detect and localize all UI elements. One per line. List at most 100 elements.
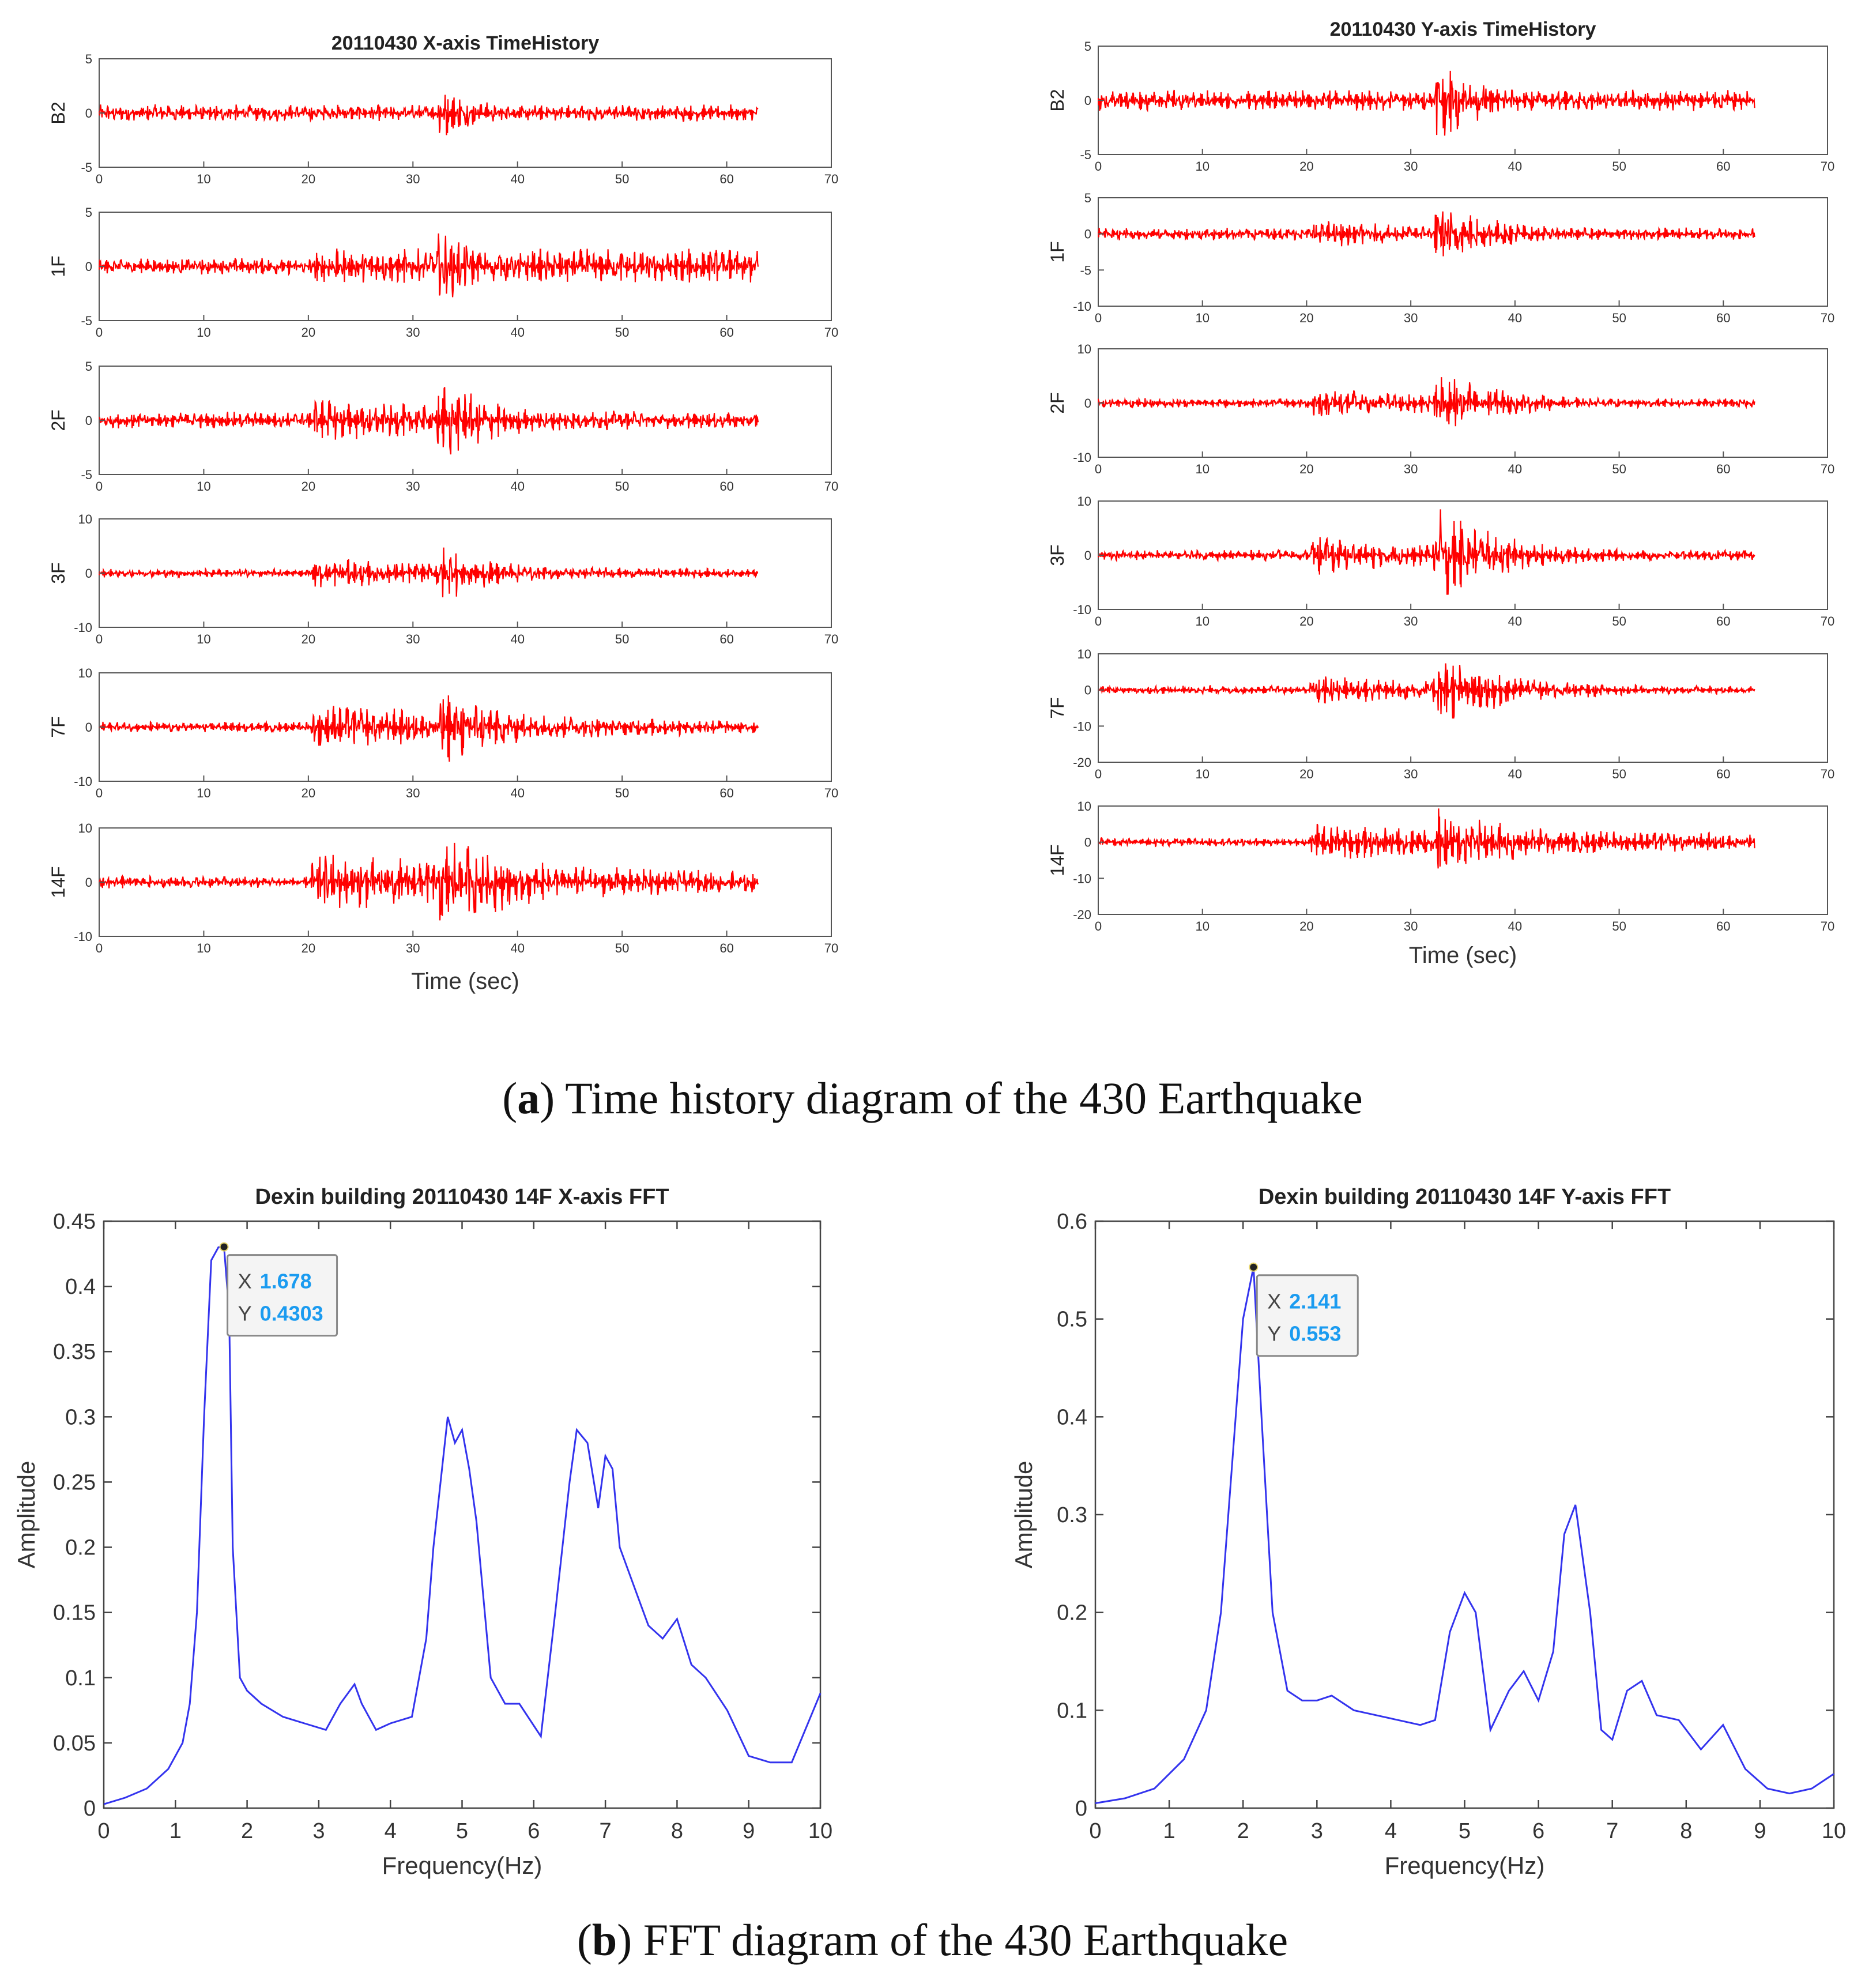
x-tick-label: 20 bbox=[302, 632, 315, 646]
x-tick-label: 1 bbox=[169, 1819, 182, 1843]
datatip-x-label: X bbox=[238, 1270, 252, 1293]
datatip-box-x bbox=[227, 1254, 338, 1337]
x-tick-label: 20 bbox=[1299, 614, 1313, 628]
x-tick-label: 50 bbox=[1612, 919, 1626, 933]
y-axis-label: Amplitude bbox=[1010, 1461, 1037, 1569]
y-tick-label: 0.45 bbox=[53, 1210, 96, 1234]
x-tick-label: 30 bbox=[406, 479, 420, 494]
x-tick-label: 7 bbox=[1606, 1819, 1618, 1843]
y-tick-label: -5 bbox=[81, 468, 92, 482]
y-tick-label: -5 bbox=[81, 314, 92, 328]
y-tick-label: 0.6 bbox=[1057, 1210, 1087, 1234]
x-tick-label: 70 bbox=[1821, 311, 1834, 325]
datatip-x-value: 1.678 bbox=[260, 1270, 312, 1293]
x-tick-label: 70 bbox=[1821, 919, 1834, 933]
x-tick-label: 9 bbox=[743, 1819, 755, 1843]
x-axis-label: Time (sec) bbox=[411, 969, 519, 994]
x-tick-label: 5 bbox=[1459, 1819, 1471, 1843]
x-tick-label: 70 bbox=[1821, 767, 1834, 781]
x-tick-label: 10 bbox=[1195, 614, 1209, 628]
x-tick-label: 7 bbox=[600, 1819, 612, 1843]
series-trace-y-2F bbox=[1097, 377, 1755, 427]
caption-a-letter: a bbox=[517, 1073, 540, 1123]
x-tick-label: 60 bbox=[719, 479, 733, 494]
series-label-y-14F: 14F bbox=[1047, 844, 1068, 876]
chart-title: 20110430 Y-axis TimeHistory bbox=[1330, 18, 1596, 40]
y-tick-label: 0 bbox=[1084, 227, 1091, 242]
x-tick-label: 30 bbox=[406, 172, 420, 186]
series-label-y-B2: B2 bbox=[1047, 89, 1068, 111]
x-tick-label: 30 bbox=[1404, 159, 1418, 174]
y-tick-label: 5 bbox=[1084, 39, 1091, 54]
datatip-y-value: 0.553 bbox=[1289, 1322, 1341, 1346]
y-tick-label: -5 bbox=[1080, 148, 1091, 162]
series-label-y-1F: 1F bbox=[1047, 241, 1068, 262]
chart-title: 20110430 X-axis TimeHistory bbox=[331, 32, 599, 54]
y-tick-label: 0.25 bbox=[53, 1470, 96, 1494]
x-tick-label: 10 bbox=[1822, 1819, 1846, 1843]
x-tick-label: 0 bbox=[1095, 159, 1102, 174]
x-tick-label: 0 bbox=[1095, 311, 1102, 325]
x-tick-label: 70 bbox=[824, 786, 838, 800]
x-tick-label: 10 bbox=[197, 786, 210, 800]
y-tick-label: 5 bbox=[85, 359, 92, 374]
x-tick-label: 30 bbox=[406, 632, 420, 646]
x-tick-label: 3 bbox=[312, 1819, 325, 1843]
x-tick-label: 30 bbox=[1404, 462, 1418, 476]
x-tick-label: 8 bbox=[1680, 1819, 1692, 1843]
series-label-x-14F: 14F bbox=[48, 866, 69, 898]
y-tick-label: 0.3 bbox=[65, 1405, 96, 1429]
caption-a: (a) Time history diagram of the 430 Eart… bbox=[502, 1073, 1363, 1123]
series-label-y-3F: 3F bbox=[1047, 544, 1068, 566]
x-tick-label: 40 bbox=[510, 941, 524, 955]
y-tick-label: -10 bbox=[1073, 450, 1091, 465]
y-tick-label: 0 bbox=[85, 720, 92, 735]
datatip-x-value: 2.141 bbox=[1289, 1290, 1341, 1313]
x-tick-label: 30 bbox=[406, 941, 420, 955]
x-tick-label: 70 bbox=[824, 172, 838, 186]
x-tick-label: 2 bbox=[1237, 1819, 1249, 1843]
y-tick-label: 0.05 bbox=[53, 1731, 96, 1756]
x-tick-label: 40 bbox=[510, 479, 524, 494]
caption-b-text: FFT diagram of the 430 Earthquake bbox=[643, 1915, 1288, 1965]
x-tick-label: 40 bbox=[510, 325, 524, 340]
x-tick-label: 20 bbox=[302, 786, 315, 800]
x-tick-label: 20 bbox=[302, 172, 315, 186]
y-tick-label: 5 bbox=[85, 52, 92, 66]
datatip-y-label: Y bbox=[238, 1302, 252, 1326]
x-tick-label: 60 bbox=[719, 325, 733, 340]
x-tick-label: 4 bbox=[1385, 1819, 1397, 1843]
y-tick-label: -10 bbox=[1073, 719, 1091, 733]
fft-plot-frame-x bbox=[103, 1220, 822, 1809]
y-tick-label: -10 bbox=[74, 929, 92, 944]
x-tick-label: 10 bbox=[197, 632, 210, 646]
y-tick-label: -10 bbox=[1073, 871, 1091, 886]
x-tick-label: 10 bbox=[197, 172, 210, 186]
x-tick-label: 70 bbox=[1821, 462, 1834, 476]
y-tick-label: -10 bbox=[74, 620, 92, 635]
y-tick-label: 0.4 bbox=[65, 1275, 96, 1299]
y-tick-label: 0.5 bbox=[1057, 1308, 1087, 1332]
y-tick-label: 10 bbox=[1077, 799, 1091, 814]
series-trace-x-7F bbox=[99, 695, 759, 762]
series-trace-x-14F bbox=[98, 842, 759, 921]
x-tick-label: 70 bbox=[824, 325, 838, 340]
series-label-y-2F: 2F bbox=[1047, 392, 1068, 413]
x-tick-label: 50 bbox=[1612, 462, 1626, 476]
x-tick-label: 40 bbox=[510, 632, 524, 646]
x-tick-label: 10 bbox=[197, 325, 210, 340]
x-tick-label: 40 bbox=[1508, 767, 1522, 781]
x-tick-label: 30 bbox=[1404, 614, 1418, 628]
y-tick-label: 0 bbox=[85, 106, 92, 121]
datatip-x-label: X bbox=[1267, 1290, 1281, 1313]
x-tick-label: 60 bbox=[1716, 614, 1730, 628]
x-tick-label: 40 bbox=[510, 172, 524, 186]
y-axis-label: Amplitude bbox=[13, 1461, 40, 1569]
x-tick-label: 60 bbox=[1716, 462, 1730, 476]
x-tick-label: 60 bbox=[1716, 767, 1730, 781]
x-tick-label: 70 bbox=[824, 941, 838, 955]
x-tick-label: 50 bbox=[1612, 767, 1626, 781]
y-tick-label: -20 bbox=[1073, 908, 1091, 922]
fft-curve-y bbox=[1095, 1267, 1834, 1804]
fft-curve-x bbox=[103, 1246, 822, 1805]
